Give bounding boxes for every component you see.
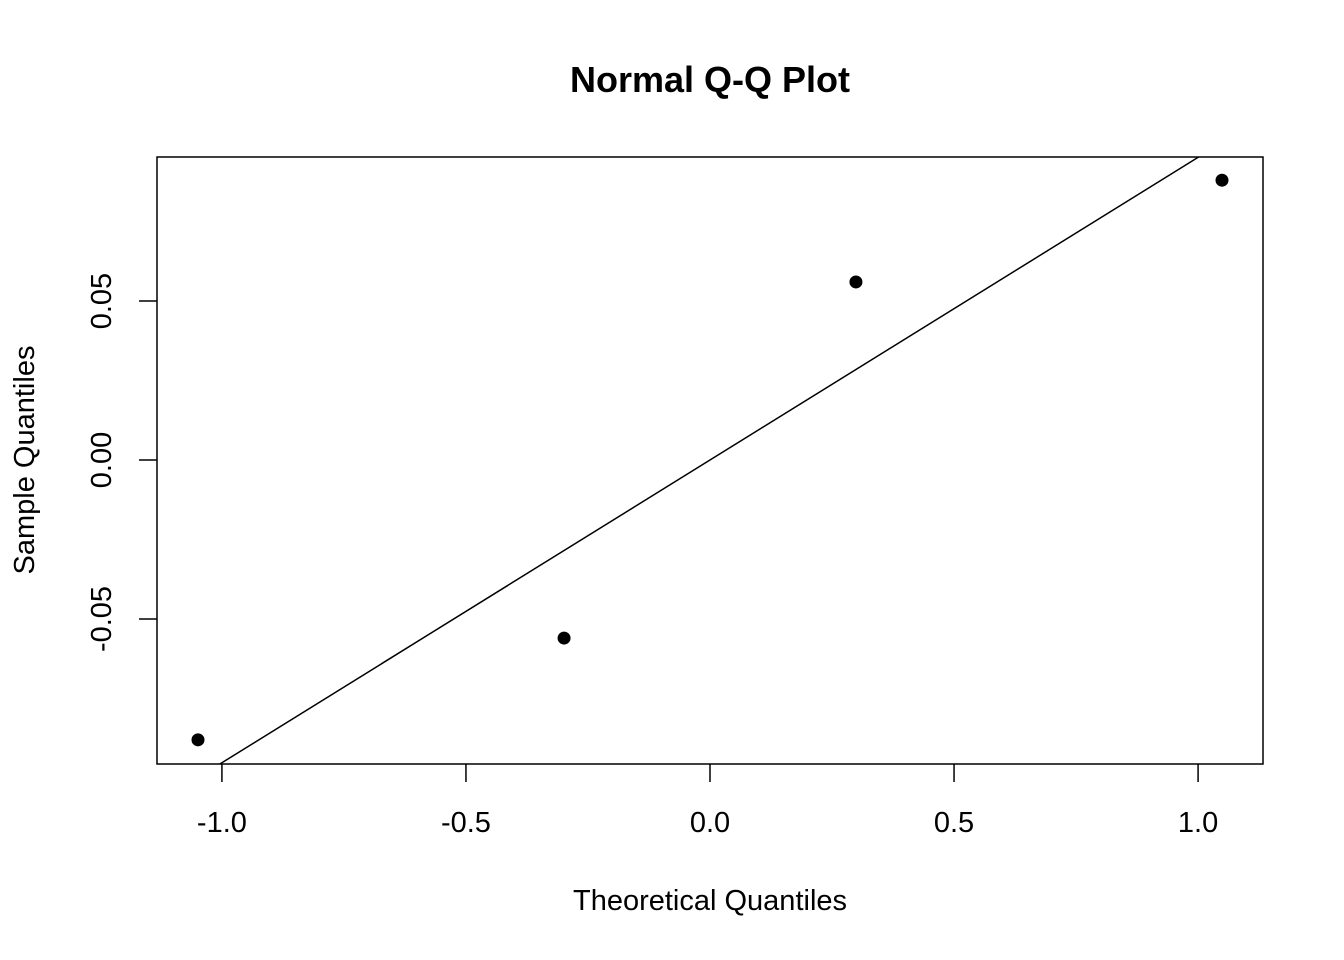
x-tick-label: -0.5	[441, 807, 491, 839]
y-axis-label: Sample Quantiles	[9, 346, 41, 575]
y-tick-label: -0.05	[86, 586, 118, 652]
x-tick-label: 0.5	[934, 807, 974, 839]
x-tick-label: 1.0	[1178, 807, 1218, 839]
x-tick-label: -1.0	[197, 807, 247, 839]
data-point	[557, 631, 571, 645]
chart-title: Normal Q-Q Plot	[570, 59, 850, 100]
x-tick-label: 0.0	[690, 807, 730, 839]
y-tick-label: 0.00	[86, 432, 118, 488]
data-point	[849, 275, 863, 289]
x-axis-label: Theoretical Quantiles	[573, 885, 847, 917]
data-point	[191, 733, 205, 747]
qq-reference-line	[219, 156, 1199, 765]
data-point	[1215, 173, 1229, 187]
y-tick-label: 0.05	[86, 273, 118, 329]
